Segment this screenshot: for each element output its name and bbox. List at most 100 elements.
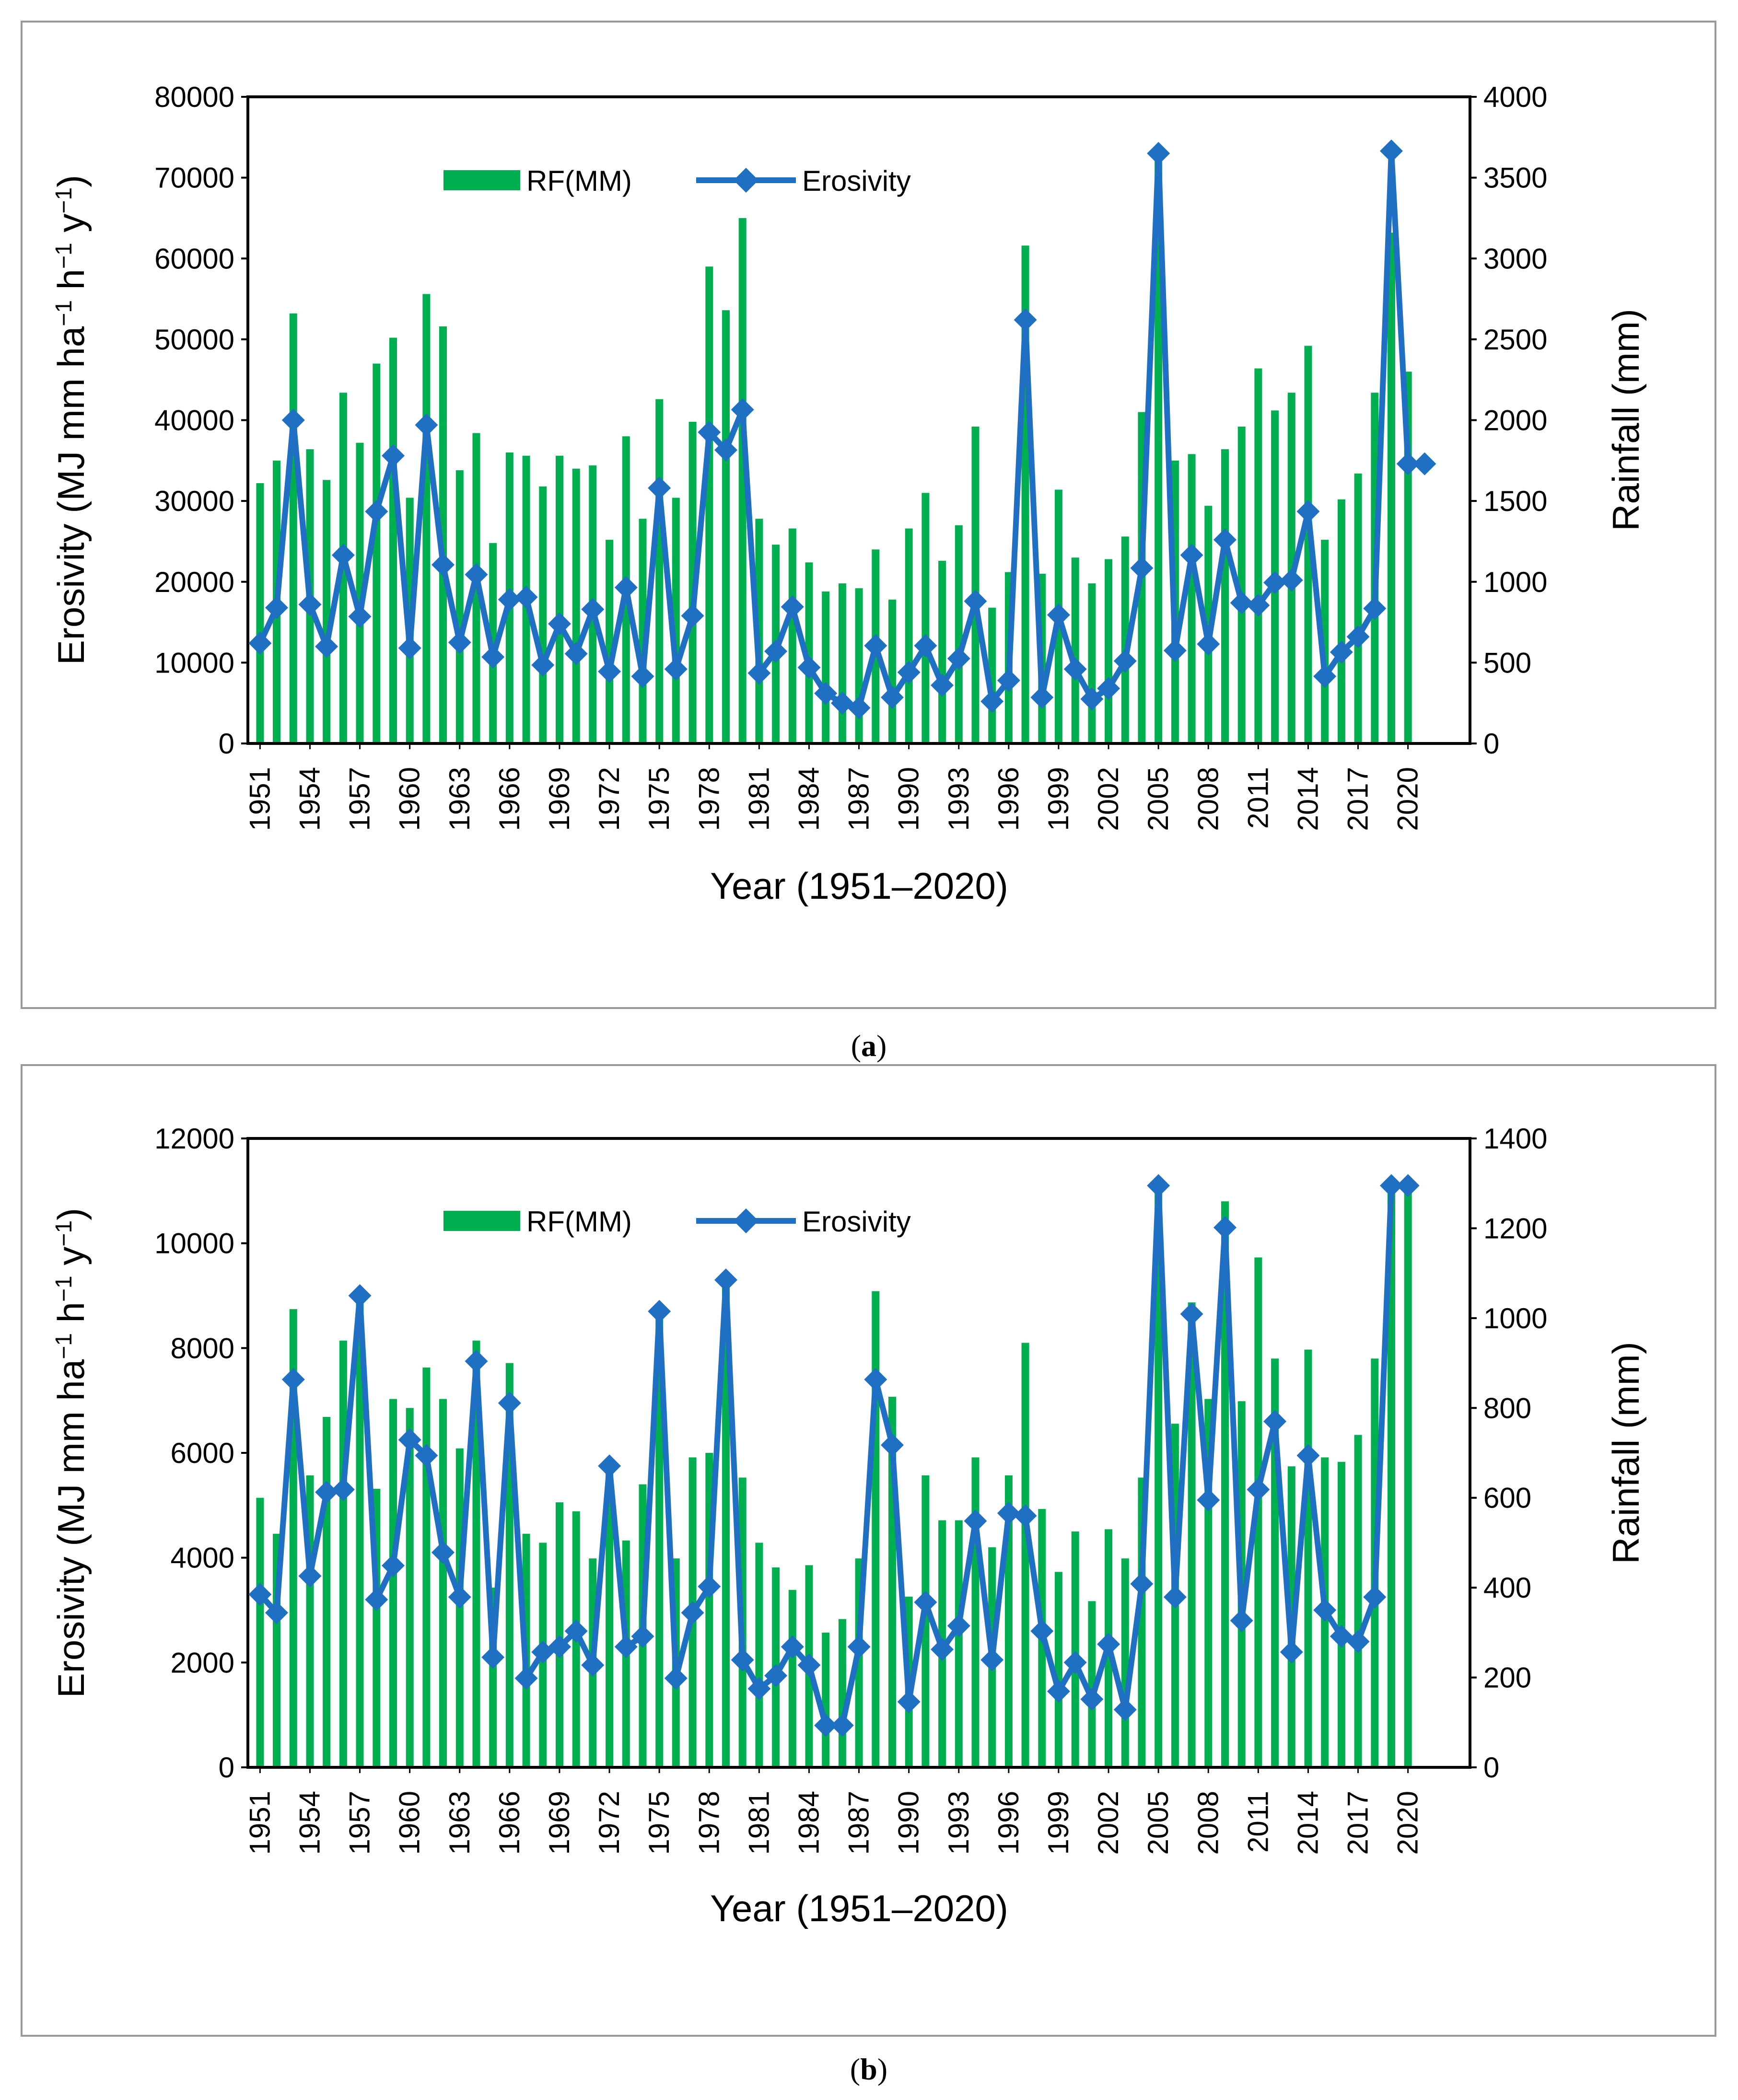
- rf-bar-2009: [1221, 449, 1229, 743]
- rf-bar-2001: [1088, 1601, 1096, 1767]
- panel-b-right-axis: 0 200 400 600 800 1000 1200 1400: [1470, 1123, 1547, 1784]
- erosivity-marker-1963: [448, 1585, 471, 1609]
- x-tick-label: 1981: [743, 767, 775, 831]
- x-tick-label: 2020: [1392, 767, 1424, 831]
- erosivity-marker-2008: [1197, 632, 1220, 656]
- erosivity-marker-2006: [1163, 639, 1187, 662]
- rf-bar-2017: [1354, 473, 1362, 743]
- left-tick-label: 80000: [154, 81, 234, 113]
- right-tick-label: 1400: [1483, 1123, 1547, 1155]
- erosivity-marker-1968: [531, 653, 555, 677]
- erosivity-marker-1985: [814, 682, 838, 705]
- x-tick-label: 1975: [643, 1791, 675, 1855]
- erosivity-marker-1967: [514, 1667, 538, 1690]
- rf-bar-1962: [439, 326, 447, 743]
- panel-b-x-axis-title: Year (1951–2020): [710, 1887, 1008, 1929]
- panel-b-bars: [256, 1185, 1412, 1767]
- panel-b-caption: (b): [850, 2052, 887, 2086]
- legend-rf-label: RF(MM): [526, 165, 632, 197]
- erosivity-marker-1981: [747, 1677, 771, 1700]
- panel-a-caption: (a): [851, 1029, 887, 1063]
- erosivity-marker-1988: [864, 634, 887, 657]
- erosivity-marker-1987: [847, 696, 871, 719]
- x-tick-label: 1969: [543, 767, 575, 831]
- left-tick-label: 4000: [171, 1542, 234, 1574]
- panel-b-unit-sup: −1: [51, 1333, 77, 1359]
- erosivity-marker-1957: [348, 1284, 372, 1307]
- erosivity-marker-2002: [1097, 677, 1120, 700]
- right-tick-label: 2500: [1483, 324, 1547, 356]
- rf-bar-1969: [556, 455, 563, 743]
- erosivity-marker-1982: [764, 1664, 788, 1687]
- erosivity-marker-1985: [814, 1714, 838, 1737]
- panel-a-left-axis: 0 10000 20000 30000 40000 50000 60000 70000 8000…: [154, 81, 248, 760]
- erosivity-marker-2001: [1080, 687, 1104, 711]
- rf-bar-1985: [822, 592, 830, 743]
- rf-bar-1997: [1021, 1343, 1029, 1767]
- rf-bar-1983: [788, 1590, 796, 1767]
- rf-bar-1994: [971, 427, 980, 743]
- erosivity-marker-2005: [1147, 1174, 1170, 1197]
- panel-a-left-axis-title: Erosivity (MJ mm ha−1 h−1 y−1): [50, 175, 92, 665]
- rf-bar-1989: [888, 599, 896, 743]
- erosivity-marker-1979: [714, 1268, 737, 1292]
- erosivity-marker-1994: [964, 590, 987, 613]
- rf-bar-1951: [256, 1497, 264, 1767]
- rf-bar-2005: [1155, 1188, 1163, 1767]
- erosivity-marker-1972: [598, 660, 621, 683]
- right-tick-label: 1200: [1483, 1212, 1547, 1244]
- left-tick-label: 40000: [154, 405, 234, 437]
- panel-a-left-axis-title-part1: Erosivity (MJ mm ha: [50, 326, 92, 665]
- x-tick-label: 1966: [493, 767, 525, 831]
- erosivity-marker-1955: [315, 1481, 338, 1504]
- panel-b-left-axis-title-part1: Erosivity (MJ mm ha: [50, 1359, 92, 1698]
- legend-erosivity-marker: [734, 168, 758, 193]
- x-tick-label: 1990: [893, 1791, 925, 1855]
- legend-rf-label: RF(MM): [526, 1206, 632, 1238]
- x-tick-label: 1951: [244, 767, 276, 831]
- legend-rf-swatch: [443, 170, 520, 190]
- erosivity-marker-1995: [980, 690, 1004, 713]
- erosivity-marker-1969: [548, 612, 571, 636]
- erosivity-marker-2019: [1380, 1174, 1403, 1197]
- erosivity-marker-1988: [864, 1368, 887, 1391]
- erosivity-marker-1951: [248, 1583, 272, 1606]
- erosivity-marker-1971: [581, 598, 605, 621]
- panel-a-erosivity-markers: [248, 139, 1436, 719]
- rf-bar-2017: [1354, 1435, 1362, 1767]
- erosivity-marker-1977: [681, 1601, 704, 1624]
- erosivity-marker-2000: [1063, 1651, 1087, 1674]
- right-tick-label: 3000: [1483, 243, 1547, 275]
- legend-erosivity-label: Erosivity: [802, 1206, 911, 1238]
- erosivity-marker-2017: [1346, 1630, 1370, 1653]
- panel-b-right-axis-title: Rainfall (mm): [1605, 1342, 1647, 1564]
- rf-bar-1999: [1054, 1572, 1062, 1767]
- erosivity-marker-2003: [1113, 1698, 1137, 1721]
- x-tick-label: 1969: [543, 1791, 575, 1855]
- erosivity-marker-2006: [1163, 1585, 1187, 1609]
- legend-rf-swatch: [443, 1211, 520, 1231]
- panel-a-x-axis: 1951 1954 1957 1960 1963 1966 1969 1972 1975 1978…: [244, 743, 1424, 831]
- erosivity-marker-2019: [1380, 139, 1403, 162]
- rf-bar-1955: [323, 480, 331, 743]
- rf-bar-1975: [655, 399, 664, 743]
- rf-bar-1959: [389, 337, 397, 743]
- x-tick-label: 2014: [1292, 1791, 1324, 1855]
- erosivity-marker-2010: [1230, 1609, 1253, 1632]
- rf-bar-1993: [955, 525, 963, 743]
- erosivity-marker-1991: [914, 1590, 937, 1614]
- erosivity-marker-1959: [382, 1554, 405, 1578]
- left-tick-label: 10000: [154, 647, 234, 679]
- rf-bar-1978: [705, 267, 713, 743]
- right-tick-label: 400: [1483, 1572, 1531, 1604]
- erosivity-marker-1999: [1047, 603, 1070, 627]
- rf-bar-1977: [688, 421, 697, 743]
- right-tick-label: 600: [1483, 1482, 1531, 1514]
- rf-bar-1972: [606, 540, 614, 743]
- erosivity-marker-1986: [830, 1714, 854, 1737]
- erosivity-marker-1951: [248, 631, 272, 655]
- rf-bar-2014: [1304, 346, 1312, 743]
- erosivity-marker-1978: [698, 420, 721, 444]
- rf-bar-2014: [1304, 1349, 1312, 1767]
- panel-a-unit-sup: −1: [51, 243, 77, 269]
